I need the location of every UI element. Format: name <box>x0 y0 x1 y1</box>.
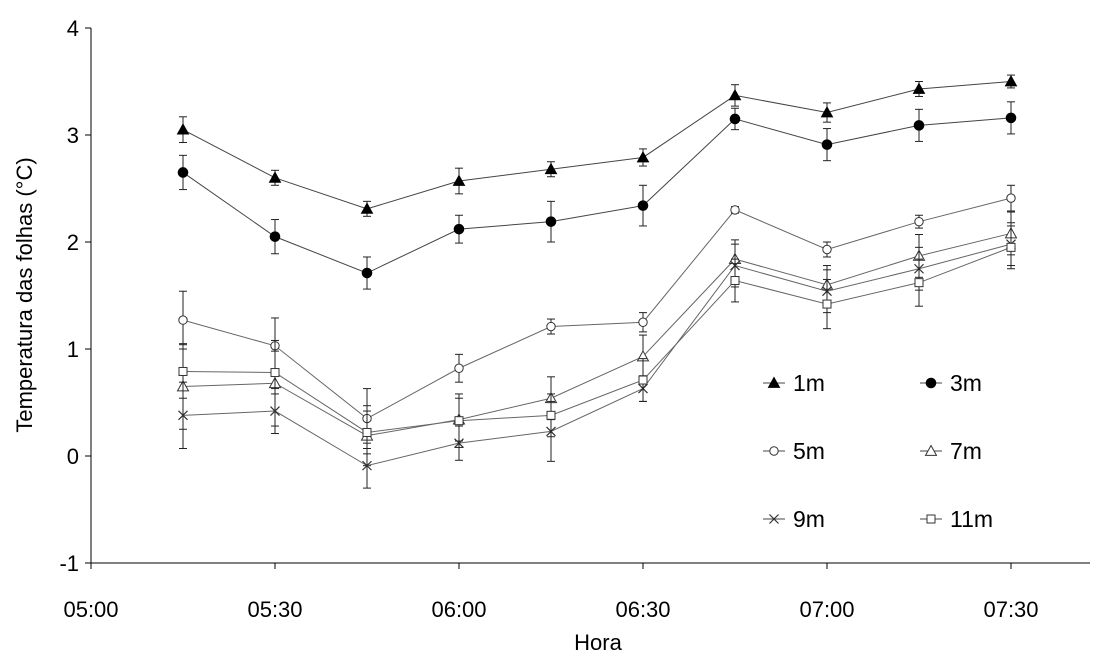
data-point <box>1005 112 1017 124</box>
data-point <box>638 375 648 385</box>
x-tick-label: 05:00 <box>63 597 118 622</box>
series-line-9m <box>182 243 1012 467</box>
data-point <box>912 82 926 94</box>
y-tick-label: 2 <box>67 230 79 255</box>
data-point <box>362 460 372 471</box>
data-point <box>178 410 188 421</box>
legend-marker <box>926 514 936 524</box>
x-cross-stroke <box>362 460 372 471</box>
series-line-3m <box>182 117 1012 274</box>
data-point <box>546 410 556 420</box>
data-point <box>638 317 648 327</box>
series-3m <box>177 101 1017 290</box>
legend-item-3m: 3m <box>920 370 982 396</box>
x-cross-stroke <box>178 410 188 421</box>
legend: 1m 3m 5m 7m 9m 11m <box>763 370 993 532</box>
legend-marker <box>769 514 779 524</box>
legend-item-11m: 11m <box>920 506 993 532</box>
data-point <box>177 167 189 178</box>
data-point <box>1006 242 1016 252</box>
legend-label: 7m <box>950 438 982 464</box>
legend-marker <box>769 446 779 456</box>
data-point <box>1004 74 1018 87</box>
data-point <box>729 113 741 125</box>
data-point <box>270 406 280 416</box>
legend-item-1m: 1m <box>763 370 825 396</box>
series-line-11m <box>182 246 1012 433</box>
legend-marker <box>924 444 938 456</box>
legend-label: 9m <box>793 506 825 532</box>
y-axis-title: Temperatura das folhas (°C) <box>12 157 37 432</box>
data-point <box>820 106 834 118</box>
y-tick-label: -1 <box>59 551 79 576</box>
series-5m <box>178 184 1016 450</box>
data-point <box>360 202 374 214</box>
data-point <box>822 244 832 255</box>
data-point <box>178 315 188 325</box>
x-cross-stroke <box>769 514 779 524</box>
series-line-5m <box>182 197 1012 420</box>
legend-item-9m: 9m <box>763 506 825 532</box>
legend-label: 1m <box>793 370 825 396</box>
data-point <box>362 427 372 437</box>
y-tick-label: 3 <box>67 123 79 148</box>
x-tick-label: 06:00 <box>431 597 486 622</box>
series-layer <box>176 74 1018 489</box>
data-point <box>269 231 281 242</box>
legend-marker <box>925 377 937 389</box>
data-point <box>361 267 373 279</box>
data-point <box>268 171 282 183</box>
data-point <box>453 223 465 235</box>
legend-label: 3m <box>950 370 982 396</box>
data-point <box>545 216 557 227</box>
legend-item-7m: 7m <box>920 438 982 464</box>
data-point <box>728 88 742 101</box>
data-point <box>546 321 556 332</box>
data-point <box>270 368 280 378</box>
series-line-1m <box>182 81 1012 210</box>
legend-marker <box>767 376 781 388</box>
y-tick-label: 1 <box>67 337 79 362</box>
data-point <box>822 299 832 309</box>
data-point <box>178 366 188 376</box>
x-axis-ticks: 05:00 05:30 06:00 06:30 07:00 07:30 <box>63 563 1039 622</box>
x-tick-label: 07:00 <box>799 597 854 622</box>
data-point <box>636 150 650 163</box>
data-point <box>914 216 924 227</box>
data-point <box>176 123 190 135</box>
legend-label: 5m <box>793 438 825 464</box>
data-point <box>730 205 740 215</box>
data-point <box>544 162 558 175</box>
data-point <box>913 120 925 131</box>
series-9m <box>178 222 1016 489</box>
series-1m <box>176 74 1018 217</box>
y-tick-label: 4 <box>67 16 79 41</box>
x-tick-label: 06:30 <box>615 597 670 622</box>
legend-item-5m: 5m <box>763 438 825 464</box>
x-tick-label: 05:30 <box>247 597 302 622</box>
data-point <box>821 139 833 150</box>
data-point <box>730 276 740 286</box>
axes <box>90 28 1090 564</box>
data-point <box>452 174 466 186</box>
y-axis-ticks: -1 0 1 2 3 4 <box>59 16 91 576</box>
y-tick-label: 0 <box>67 444 79 469</box>
data-point <box>914 278 924 288</box>
legend-label: 11m <box>950 506 993 532</box>
x-axis-title: Hora <box>574 630 622 655</box>
data-point <box>454 363 464 373</box>
x-tick-label: 07:30 <box>983 597 1038 622</box>
series-11m <box>178 225 1016 455</box>
x-cross-stroke <box>270 406 280 416</box>
data-point <box>1006 193 1016 203</box>
data-point <box>454 416 464 426</box>
data-point <box>637 200 649 211</box>
series-line-7m <box>182 232 1012 437</box>
